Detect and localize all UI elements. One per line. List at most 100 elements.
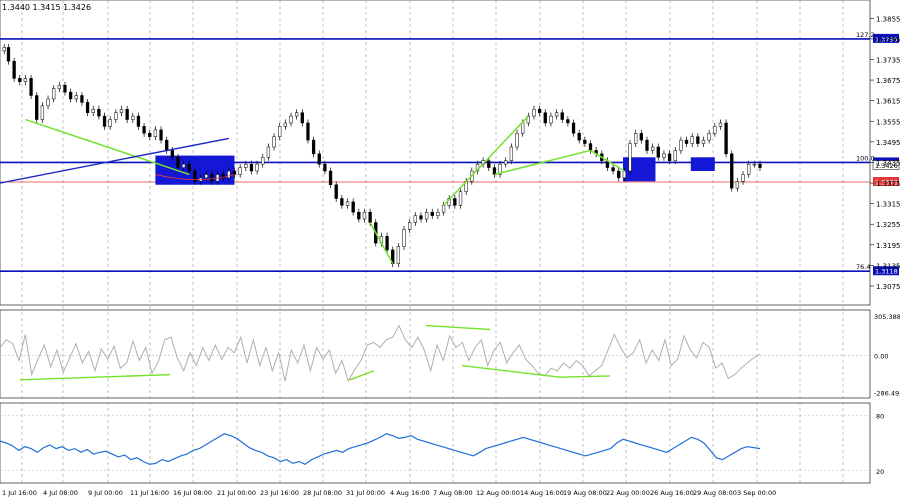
candle-body [153, 129, 158, 137]
candle-body [278, 126, 282, 137]
candle-body [487, 160, 491, 168]
candle-body [735, 181, 740, 189]
candle-body [249, 163, 254, 172]
time-axis-label: 16 Jul 08:00 [173, 489, 212, 497]
candle-body [91, 108, 95, 113]
candle-body [368, 211, 372, 223]
candle-body [40, 105, 45, 120]
candle-body [679, 139, 683, 151]
candle-body [148, 133, 152, 137]
vertical-grid [21, 0, 844, 483]
candle-body [509, 146, 514, 161]
candle-body [758, 163, 762, 168]
cci-tick-label: -286.493 [874, 389, 900, 397]
candle-body [97, 108, 101, 117]
candle-body [424, 211, 429, 220]
candle-body [650, 146, 655, 151]
candle-body [74, 95, 78, 100]
price-pane[interactable] [0, 0, 871, 306]
candle-body [102, 115, 107, 127]
trend-line [369, 222, 394, 265]
candle-body [622, 170, 627, 179]
time-axis-label: 14 Aug 16:00 [520, 489, 564, 497]
candle-body [136, 115, 141, 127]
candle-body [193, 170, 197, 182]
level-price-red-level: 1.3378 [875, 179, 898, 187]
cci-indicator: 305.3886 0.00 -286.493 [0, 313, 900, 397]
price-tick-label: 1.3555 [876, 118, 900, 126]
level-price-fib-76: 1.3118 [875, 268, 898, 276]
rsi-pane[interactable] [0, 402, 871, 484]
cci-divergence-line [559, 375, 611, 378]
candle-body [12, 60, 16, 79]
candle-body [35, 95, 39, 120]
candle-body [690, 136, 694, 144]
candle-body [662, 153, 666, 158]
candle-body [543, 112, 547, 124]
candle-body [634, 133, 638, 144]
candle-body [125, 108, 129, 120]
trend-line [494, 149, 591, 176]
candle-body [747, 163, 751, 175]
candle-body [408, 222, 412, 230]
candle-body [345, 201, 350, 206]
candle-body [577, 133, 581, 141]
price-tick-label: 1.3135 [876, 262, 900, 270]
candle-body [283, 122, 288, 127]
candle-body [656, 146, 660, 158]
candle-body [295, 112, 299, 117]
candle-body [413, 215, 417, 223]
price-tick-label: 1.3855 [876, 15, 900, 23]
candle-body [85, 102, 90, 113]
candle-body [362, 211, 367, 220]
candle-body [441, 205, 446, 213]
time-axis-label: 29 Aug 08:00 [693, 489, 737, 497]
horizontal-levels: 127.21.3795100.01.34351.337876.41.31181.… [0, 31, 900, 276]
candle-body [52, 88, 56, 100]
candle-body [289, 115, 293, 124]
time-axis-label: 28 Jul 08:00 [303, 489, 342, 497]
candle-body [80, 95, 84, 103]
candle-body [498, 163, 502, 175]
candle-body [181, 163, 186, 168]
cci-divergence-line [425, 324, 491, 331]
candle-body [628, 143, 632, 172]
candle-body [187, 163, 191, 172]
candle-body [165, 139, 169, 151]
time-axis-label: 26 Aug 16:00 [650, 489, 694, 497]
candle-body [306, 122, 310, 141]
price-tick-label: 1.3435 [876, 159, 900, 167]
level-price-box-fib-76 [873, 266, 899, 276]
cci-divergence-line [461, 364, 561, 378]
candle-body [334, 184, 338, 199]
trend-line [590, 149, 625, 172]
trend-line [443, 115, 529, 206]
highlight-box [622, 157, 656, 182]
price-axis: 1.3855 1.3795 1.3735 1.3675 1.3615 1.3555 1.34… [870, 15, 900, 291]
candle-body [29, 78, 33, 96]
candle-body [46, 98, 50, 107]
candle-body [492, 167, 497, 175]
time-axis-label: 19 Aug 08:00 [563, 489, 607, 497]
candle-body [532, 108, 536, 117]
cci-tick-label: 0.00 [874, 352, 888, 360]
candle-body [611, 167, 615, 172]
time-axis-label: 4 Aug 16:00 [390, 489, 430, 497]
candle-body [340, 198, 344, 206]
candle-body [684, 139, 689, 144]
candle-body [521, 122, 525, 134]
price-tick-label: 1.3615 [876, 98, 900, 106]
candle-body [504, 160, 508, 165]
candle-body [588, 143, 593, 151]
time-axis-label: 4 Jul 08:00 [43, 489, 78, 497]
time-axis-label: 3 Sep 00:00 [737, 489, 776, 497]
current-price-box [872, 160, 900, 170]
candle-body [357, 211, 361, 220]
current-price-label: 1.3426 [875, 162, 898, 170]
candle-body [673, 150, 677, 161]
trend-annotations [0, 115, 625, 265]
price-tick-label: 1.3375 [876, 180, 900, 188]
candle-body [300, 112, 304, 124]
rsi-series-line [0, 433, 761, 465]
